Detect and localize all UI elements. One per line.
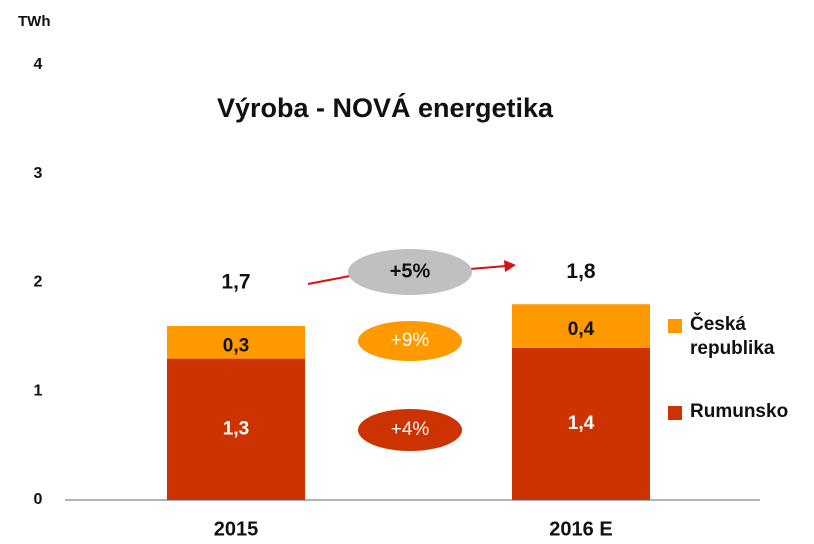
bar-segment [167,326,305,359]
ellipse [358,321,462,361]
arrow [307,275,351,285]
y-tick-label: 1 [34,382,43,399]
annotation: +9% [391,330,430,351]
ellipse [358,409,462,451]
legend-label: Rumunsko [690,401,789,422]
annotation: +4% [391,419,430,440]
x-tick-label: 2015 [214,518,259,540]
y-tick-label: 3 [34,165,43,182]
legend-label: Česká republika [690,314,775,359]
total-label: 1,7 [221,271,250,294]
value-label: 0,3 [223,335,249,356]
ellipse [348,249,472,295]
bar-segment [167,358,305,500]
bar-segment [512,304,650,348]
legend-swatch [668,406,682,420]
value-label: 0,4 [568,319,595,340]
value-label: 1,3 [223,418,249,439]
bar-segment [512,347,650,500]
value-label: 1,4 [568,413,595,434]
arrow-head [504,260,516,272]
annotation: +5% [390,260,431,282]
chart-title: Výroba - NOVÁ energetika [217,92,554,123]
legend-swatch [668,319,682,333]
x-tick-label: 2016 E [549,518,612,540]
y-tick-label: 4 [34,56,43,73]
y-axis-label: TWh [18,13,50,30]
y-tick-label: 2 [34,274,43,291]
arrow [469,265,507,270]
y-tick-label: 0 [34,491,43,508]
total-label: 1,8 [566,260,596,283]
